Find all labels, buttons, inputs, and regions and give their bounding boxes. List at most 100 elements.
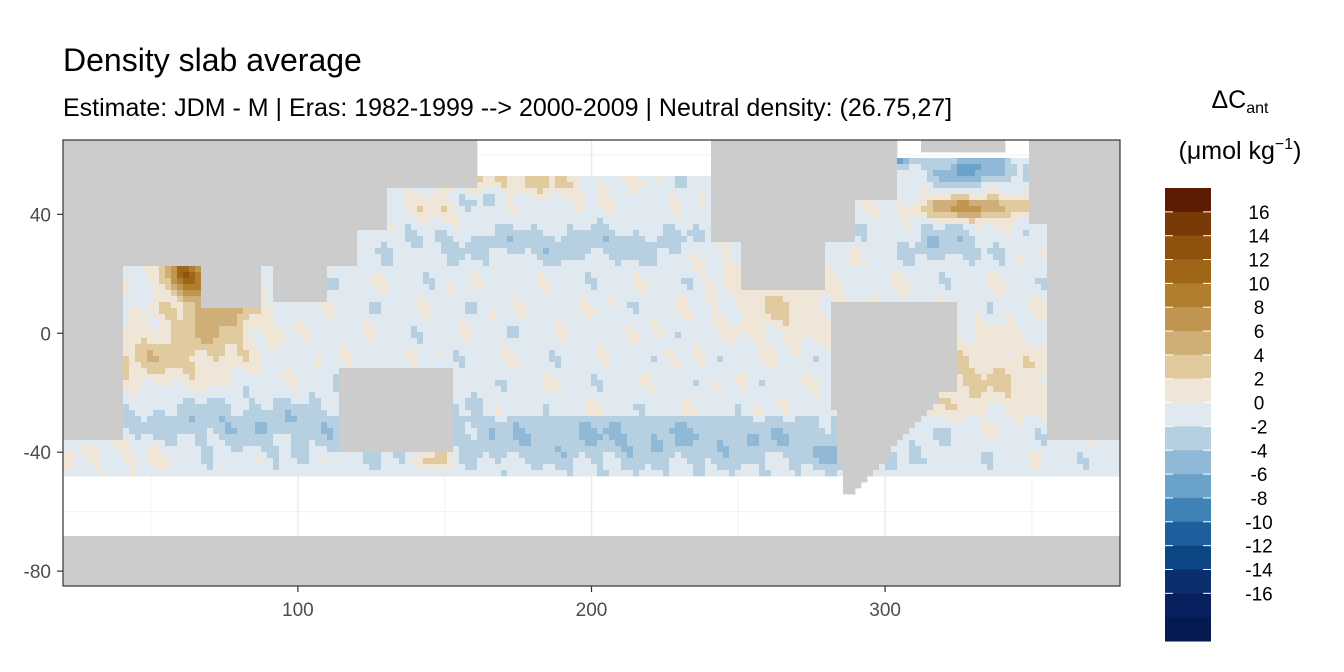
heatmap-cell xyxy=(1077,284,1084,291)
heatmap-cell xyxy=(573,206,580,213)
heatmap-cell xyxy=(687,218,694,225)
heatmap-cell xyxy=(525,278,532,285)
heatmap-cell xyxy=(207,152,214,159)
heatmap-cell xyxy=(825,296,832,303)
heatmap-cell xyxy=(891,296,898,303)
heatmap-cell xyxy=(195,158,202,165)
heatmap-cell xyxy=(975,230,982,237)
heatmap-cell xyxy=(843,308,850,315)
heatmap-cell xyxy=(483,218,490,225)
heatmap-cell xyxy=(591,176,598,183)
heatmap-cell xyxy=(531,236,538,243)
heatmap-cell xyxy=(1005,230,1012,237)
heatmap-cell xyxy=(849,188,856,195)
heatmap-cell xyxy=(921,260,928,267)
heatmap-cell xyxy=(543,242,550,249)
heatmap-cell xyxy=(135,146,142,153)
heatmap-cell xyxy=(831,152,838,159)
heatmap-cell xyxy=(747,254,754,261)
heatmap-cell xyxy=(813,278,820,285)
heatmap-cell xyxy=(963,266,970,273)
heatmap-cell xyxy=(105,224,112,231)
heatmap-cell xyxy=(447,194,454,201)
heatmap-cell xyxy=(993,260,1000,267)
heatmap-cell xyxy=(1047,266,1054,273)
heatmap-cell xyxy=(993,212,1000,219)
heatmap-cell xyxy=(207,194,214,201)
heatmap-cell xyxy=(933,182,940,189)
heatmap-cell xyxy=(249,164,256,171)
heatmap-cell xyxy=(351,218,358,225)
heatmap-cell xyxy=(603,212,610,219)
heatmap-cell xyxy=(219,176,226,183)
heatmap-cell xyxy=(999,176,1006,183)
heatmap-cell xyxy=(615,254,622,261)
heatmap-cell xyxy=(213,152,220,159)
heatmap-cell xyxy=(345,194,352,201)
heatmap-cell xyxy=(633,248,640,255)
heatmap-cell xyxy=(681,272,688,279)
heatmap-cell xyxy=(837,152,844,159)
heatmap-cell xyxy=(939,278,946,285)
heatmap-cell xyxy=(909,290,916,297)
heatmap-cell xyxy=(519,206,526,213)
heatmap-cell xyxy=(621,176,628,183)
heatmap-cell xyxy=(831,218,838,225)
heatmap-cell xyxy=(225,314,232,321)
heatmap-cell xyxy=(351,206,358,213)
heatmap-cell xyxy=(219,308,226,315)
heatmap-cell xyxy=(1107,296,1114,303)
heatmap-cell xyxy=(819,188,826,195)
heatmap-cell xyxy=(69,164,76,171)
heatmap-cell xyxy=(345,308,352,315)
heatmap-cell xyxy=(663,272,670,279)
heatmap-cell xyxy=(447,254,454,261)
heatmap-cell xyxy=(663,224,670,231)
heatmap-cell xyxy=(969,176,976,183)
heatmap-cell xyxy=(291,260,298,267)
heatmap-cell xyxy=(1005,260,1012,267)
heatmap-cell xyxy=(639,182,646,189)
heatmap-cell xyxy=(885,146,892,153)
heatmap-cell xyxy=(531,242,538,249)
heatmap-cell xyxy=(861,266,868,273)
heatmap-cell xyxy=(135,236,142,243)
heatmap-cell xyxy=(615,314,622,321)
heatmap-cell xyxy=(621,242,628,249)
heatmap-cell xyxy=(471,200,478,207)
heatmap-cell xyxy=(915,176,922,183)
heatmap-cell xyxy=(1023,254,1030,261)
heatmap-cell xyxy=(939,242,946,249)
heatmap-cell xyxy=(429,290,436,297)
heatmap-cell xyxy=(975,164,982,171)
heatmap-cell xyxy=(777,224,784,231)
heatmap-cell xyxy=(903,278,910,285)
heatmap-cell xyxy=(627,188,634,195)
heatmap-cell xyxy=(417,266,424,273)
heatmap-cell xyxy=(1053,170,1060,177)
heatmap-cell xyxy=(177,290,184,297)
heatmap-cell xyxy=(171,260,178,267)
heatmap-cell xyxy=(279,176,286,183)
heatmap-cell xyxy=(939,260,946,267)
heatmap-cell xyxy=(135,182,142,189)
heatmap-cell xyxy=(435,188,442,195)
heatmap-cell xyxy=(1065,194,1072,201)
heatmap-cell xyxy=(453,242,460,249)
heatmap-cell xyxy=(357,140,364,147)
heatmap-cell xyxy=(1059,272,1066,279)
heatmap-cell xyxy=(681,194,688,201)
heatmap-cell xyxy=(1035,236,1042,243)
heatmap-cell xyxy=(279,308,286,315)
heatmap-cell xyxy=(351,296,358,303)
heatmap-cell xyxy=(177,296,184,303)
heatmap-cell xyxy=(765,194,772,201)
heatmap-cell xyxy=(105,206,112,213)
heatmap-cell xyxy=(1065,230,1072,237)
heatmap-cell xyxy=(93,254,100,261)
heatmap-cell xyxy=(357,188,364,195)
heatmap-cell xyxy=(735,152,742,159)
heatmap-cell xyxy=(759,140,766,147)
heatmap-cell xyxy=(843,140,850,147)
heatmap-cell xyxy=(789,308,796,315)
